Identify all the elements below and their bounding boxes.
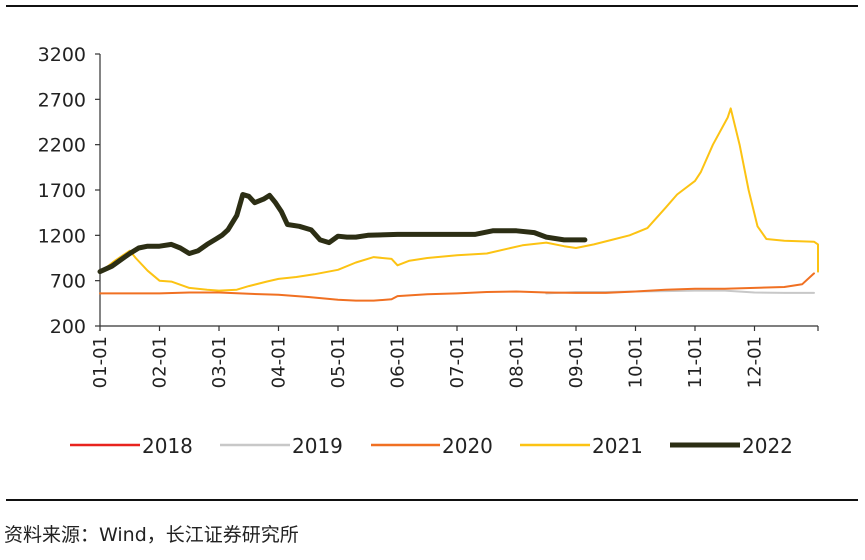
series-line-2022 <box>97 192 588 275</box>
legend-label-2021: 2021 <box>592 434 643 458</box>
x-tick-label: 07-01 <box>447 336 468 388</box>
x-tick-label: 10-01 <box>626 336 647 388</box>
x-tick-label: 04-01 <box>269 336 290 388</box>
y-tick-label: 1700 <box>38 180 86 202</box>
y-tick-label: 700 <box>50 271 86 293</box>
x-tick-label: 12-01 <box>745 336 766 388</box>
x-tick-label: 01-01 <box>90 336 111 388</box>
legend-label-2022: 2022 <box>742 434 793 458</box>
x-tick-label: 02-01 <box>150 336 171 388</box>
series-line-2021 <box>99 107 819 292</box>
x-tick-label: 11-01 <box>685 336 706 388</box>
series-line-2020 <box>99 272 815 302</box>
x-tick-label: 09-01 <box>566 336 587 388</box>
x-tick-label: 03-01 <box>209 336 230 388</box>
y-tick-label: 200 <box>50 316 86 338</box>
y-tick-label: 1200 <box>38 225 86 247</box>
y-tick-label: 2200 <box>38 135 86 157</box>
x-tick-label: 08-01 <box>507 336 528 388</box>
legend-label-2018: 2018 <box>142 434 193 458</box>
x-tick-label: 05-01 <box>328 336 349 388</box>
legend-label-2019: 2019 <box>292 434 343 458</box>
y-tick-label: 3200 <box>38 44 86 66</box>
y-tick-label: 2700 <box>38 89 86 111</box>
legend-label-2020: 2020 <box>442 434 493 458</box>
source-note: 资料来源：Wind，长江证券研究所 <box>4 524 299 546</box>
x-tick-label: 06-01 <box>388 336 409 388</box>
